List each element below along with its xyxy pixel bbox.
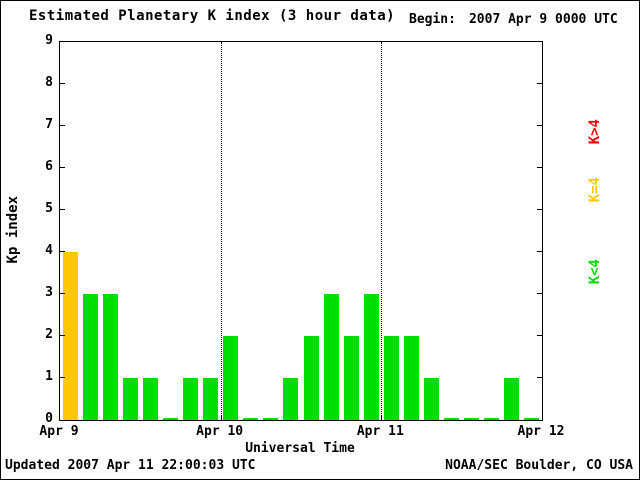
x-tick-mark bbox=[220, 415, 222, 420]
y-tick-mark bbox=[60, 209, 65, 210]
x-tick-mark bbox=[381, 415, 383, 420]
kp-bar bbox=[464, 418, 480, 420]
y-tick-mark bbox=[60, 125, 65, 126]
y-tick-label: 4 bbox=[45, 243, 53, 258]
kp-bar bbox=[303, 336, 319, 420]
y-tick-mark bbox=[60, 83, 65, 84]
kp-bar bbox=[504, 378, 520, 420]
begin-time: Begin: 2007 Apr 9 0000 UTC bbox=[409, 12, 618, 27]
begin-label: Begin: bbox=[409, 12, 456, 27]
kp-bar bbox=[524, 418, 540, 420]
day-gridline bbox=[220, 42, 222, 420]
plot-area bbox=[59, 41, 543, 421]
y-tick-mark bbox=[60, 167, 65, 168]
x-tick-label: Apr 11 bbox=[356, 424, 404, 439]
y-tick-label: 7 bbox=[45, 117, 53, 132]
kp-bar bbox=[343, 336, 359, 420]
kp-bar bbox=[403, 336, 419, 420]
kp-bar bbox=[363, 294, 379, 420]
kp-bar bbox=[383, 336, 399, 420]
y-tick-label: 1 bbox=[45, 369, 53, 384]
y-tick-mark bbox=[60, 293, 65, 294]
kp-bar bbox=[243, 418, 259, 420]
legend-item-k-eq-4: K=4 bbox=[587, 177, 603, 203]
y-tick-mark bbox=[537, 83, 542, 84]
begin-value: 2007 Apr 9 0000 UTC bbox=[468, 12, 618, 27]
x-tick-label: Apr 10 bbox=[196, 424, 244, 439]
y-tick-label: 3 bbox=[45, 285, 53, 300]
updated-timestamp: Updated 2007 Apr 11 22:00:03 UTC bbox=[5, 458, 256, 473]
y-axis-ticks: 0 1 2 3 4 5 6 7 8 9 bbox=[31, 33, 55, 426]
y-tick-label: 8 bbox=[45, 75, 53, 90]
y-axis-label: Kp index bbox=[5, 41, 21, 419]
kp-bar bbox=[203, 378, 219, 420]
y-tick-mark bbox=[537, 125, 542, 126]
y-tick-label: 2 bbox=[45, 327, 53, 342]
kp-bar bbox=[444, 418, 460, 420]
kp-bar bbox=[62, 252, 78, 420]
y-tick-mark bbox=[60, 335, 65, 336]
legend-item-k-lt-4: K<4 bbox=[587, 259, 603, 285]
kp-bar bbox=[283, 378, 299, 420]
y-tick-label: 6 bbox=[45, 159, 53, 174]
x-tick-label: Apr 9 bbox=[39, 424, 79, 439]
kp-bar bbox=[142, 378, 158, 420]
y-tick-mark bbox=[537, 335, 542, 336]
kp-bar bbox=[183, 378, 199, 420]
kp-bar bbox=[424, 378, 440, 420]
kp-bar bbox=[263, 418, 279, 420]
kp-bar bbox=[162, 418, 178, 420]
kp-bar bbox=[122, 378, 138, 420]
kp-bar bbox=[484, 418, 500, 420]
kp-bar bbox=[82, 294, 98, 420]
y-tick-label: 0 bbox=[45, 411, 53, 426]
chart-title: Estimated Planetary K index (3 hour data… bbox=[29, 8, 396, 24]
kp-bar bbox=[323, 294, 339, 420]
kp-bar bbox=[102, 294, 118, 420]
y-axis-label-text: Kp index bbox=[5, 196, 21, 264]
kp-bar bbox=[223, 336, 239, 420]
day-gridline bbox=[381, 42, 383, 420]
x-axis-label: Universal Time bbox=[245, 441, 355, 456]
y-tick-mark bbox=[537, 377, 542, 378]
y-tick-mark bbox=[537, 209, 542, 210]
y-tick-mark bbox=[60, 251, 65, 252]
legend-item-k-gt-4: K>4 bbox=[587, 119, 603, 145]
source-credit: NOAA/SEC Boulder, CO USA bbox=[445, 458, 633, 473]
y-tick-label: 5 bbox=[45, 201, 53, 216]
y-tick-mark bbox=[60, 377, 65, 378]
y-tick-mark bbox=[537, 251, 542, 252]
y-tick-mark bbox=[537, 167, 542, 168]
x-tick-label: Apr 12 bbox=[517, 424, 565, 439]
y-tick-label: 9 bbox=[45, 33, 53, 48]
y-tick-mark bbox=[537, 293, 542, 294]
